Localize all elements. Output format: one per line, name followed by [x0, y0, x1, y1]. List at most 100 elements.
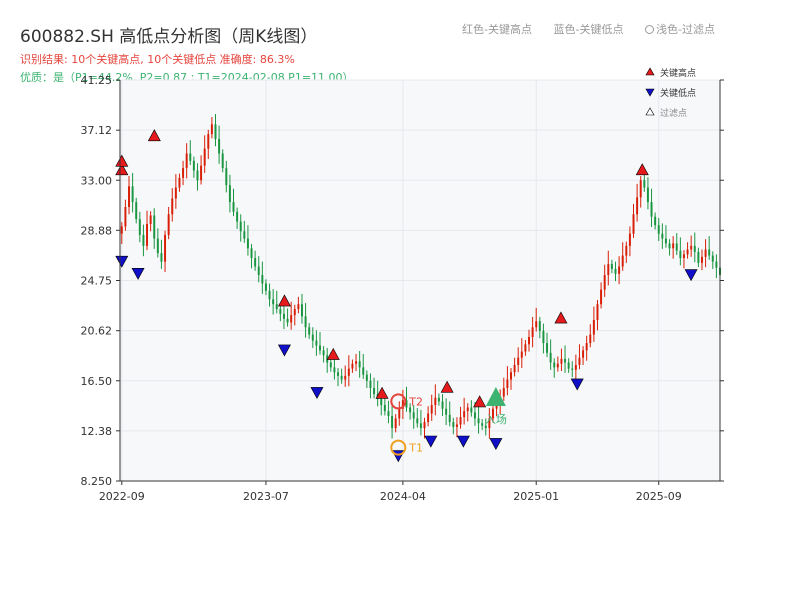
candle-body	[528, 337, 530, 345]
key-low-marker	[424, 435, 438, 448]
t2-label: T2	[408, 395, 423, 408]
candle-body	[654, 216, 657, 226]
candle-body	[682, 254, 685, 259]
key-high-marker	[375, 386, 389, 399]
candle-body	[210, 124, 213, 135]
candle-body	[401, 400, 404, 409]
legend-blue-label: 蓝色-关键低点	[553, 23, 624, 36]
candle-body	[347, 368, 350, 376]
candle-body	[167, 214, 170, 235]
candle-body	[355, 361, 358, 364]
candle-body	[567, 362, 570, 369]
candle-body	[477, 418, 480, 424]
candle-body	[192, 160, 195, 171]
candle-body	[337, 372, 340, 376]
key-high-marker	[473, 395, 487, 408]
y-tick-label: 16.50	[81, 375, 113, 388]
candle-body	[632, 214, 635, 234]
candle-body	[463, 411, 466, 418]
candle-body	[679, 250, 682, 259]
candle-body	[308, 327, 311, 335]
x-tick-label: 2024-04	[380, 490, 426, 503]
y-tick-label: 33.00	[81, 174, 113, 187]
candle-body	[423, 422, 426, 429]
x-tick-label: 2023-07	[243, 490, 289, 503]
candle-body	[470, 407, 473, 413]
candle-body	[373, 388, 376, 395]
candle-body	[434, 397, 437, 406]
candle-body	[362, 367, 365, 375]
key-low-marker	[277, 344, 291, 357]
candle-body	[596, 304, 599, 320]
candle-body	[473, 412, 476, 419]
candle-body	[149, 215, 152, 224]
candle-body	[182, 168, 185, 178]
candle-body	[146, 223, 149, 246]
candle-body	[160, 253, 163, 262]
candle-body	[448, 414, 451, 423]
candle-body	[250, 248, 253, 259]
candle-body	[646, 187, 649, 203]
candle-body	[286, 318, 289, 323]
candle-body	[293, 309, 296, 316]
candle-body	[531, 327, 534, 338]
recognition-result: 识别结果: 10个关键高点, 10个关键低点 准确度: 86.3%	[20, 53, 295, 66]
candle-body	[502, 388, 505, 397]
x-tick-label: 2025-01	[513, 490, 559, 503]
candle-body	[488, 418, 491, 429]
candle-body	[272, 299, 275, 305]
key-low-marker	[456, 435, 470, 448]
key-low-marker	[115, 255, 129, 268]
candle-body	[254, 258, 257, 267]
candle-body	[452, 422, 455, 427]
candle-body	[412, 412, 415, 419]
candle-body	[564, 358, 567, 363]
candle-body	[304, 316, 307, 328]
candle-body	[430, 405, 433, 414]
legend-label: 关键高点	[660, 67, 696, 79]
candles	[120, 114, 721, 439]
candle-body	[322, 350, 325, 356]
candle-body	[340, 375, 343, 380]
y-tick-label: 28.88	[81, 224, 113, 237]
key-low-marker	[489, 438, 503, 451]
legend-light-label: 浅色-过滤点	[655, 23, 715, 36]
candle-body	[711, 255, 714, 262]
candle-body	[589, 334, 592, 344]
entry-label: 入场	[485, 412, 507, 426]
candle-body	[520, 351, 523, 358]
candle-body	[437, 397, 440, 402]
candle-body	[506, 379, 509, 389]
key-high-marker	[115, 154, 129, 167]
markers: T1 T2 入场	[115, 129, 698, 463]
y-axis-labels: 8.250 12.38 16.50 20.62 24.75 28.88 33.00 37.12…	[81, 74, 724, 488]
candle-body	[672, 243, 675, 249]
candle-body	[297, 304, 300, 310]
candle-body	[225, 168, 228, 186]
legend-red-label: 红色-关键高点	[462, 23, 532, 36]
candle-body	[153, 215, 156, 239]
entry-marker	[485, 386, 506, 406]
candle-body	[326, 355, 329, 363]
candle-body	[394, 418, 397, 429]
candle-body	[578, 357, 581, 365]
candle-body	[365, 374, 368, 381]
candle-body	[697, 251, 700, 263]
candle-body	[261, 275, 264, 284]
key-high-marker	[277, 294, 291, 307]
candle-body	[358, 361, 361, 368]
candle-body	[459, 417, 462, 425]
key-high-marker	[147, 129, 161, 142]
candle-body	[693, 245, 696, 252]
candle-body	[344, 375, 347, 380]
key-low-marker	[310, 387, 324, 400]
candle-body	[171, 198, 174, 215]
candle-body	[120, 226, 123, 234]
candle-body	[491, 408, 494, 419]
candle-body	[560, 358, 563, 364]
y-tick-label: 20.62	[81, 325, 113, 338]
candle-body	[319, 345, 321, 351]
candle-body	[391, 415, 394, 429]
candle-body	[524, 344, 527, 352]
